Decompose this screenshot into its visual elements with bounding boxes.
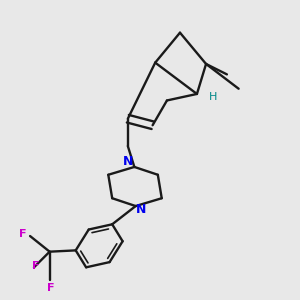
Text: F: F — [19, 229, 26, 239]
Text: F: F — [47, 283, 55, 293]
Text: F: F — [32, 261, 39, 271]
Text: N: N — [136, 203, 146, 217]
Text: N: N — [123, 155, 133, 168]
Text: H: H — [209, 92, 217, 102]
